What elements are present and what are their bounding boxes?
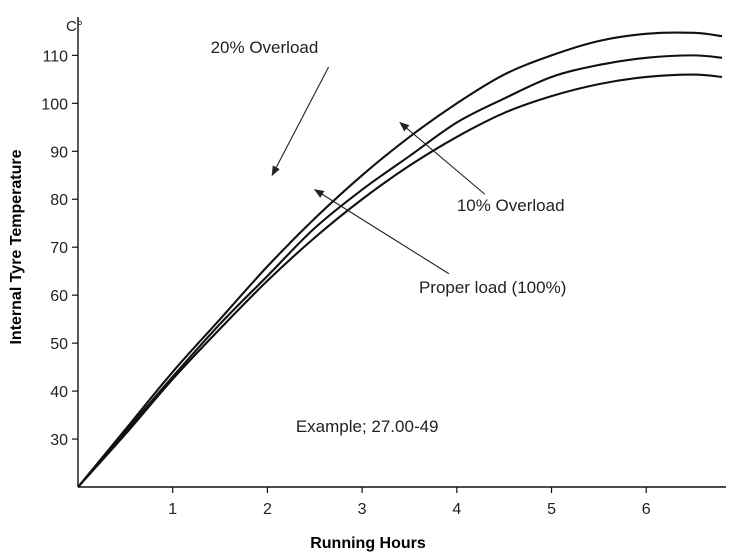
x-tick-label: 2 bbox=[263, 501, 272, 518]
axes: 30 40 50 60 70 80 90 100 110 1 2 3 4 5 6 bbox=[41, 17, 726, 518]
x-tick-label: 5 bbox=[547, 501, 556, 518]
y-tick-label: 50 bbox=[50, 336, 68, 353]
annotation-label: 20% Overload bbox=[211, 38, 319, 57]
series-line-2 bbox=[77, 54, 723, 488]
y-tick-label: 60 bbox=[50, 288, 68, 305]
annotation-arrow bbox=[271, 66, 330, 177]
y-tick-label: 100 bbox=[41, 96, 68, 113]
series-layer bbox=[77, 31, 723, 488]
y-tick-label: 110 bbox=[42, 48, 68, 65]
x-tick-label: 3 bbox=[358, 501, 367, 518]
y-axis-title: Internal Tyre Temperature bbox=[8, 149, 25, 344]
x-tick-label: 4 bbox=[452, 501, 461, 518]
annotation-arrow bbox=[399, 121, 486, 195]
annotation-label: Example; 27.00-49 bbox=[296, 417, 439, 436]
annotation-arrow bbox=[313, 189, 450, 275]
series-line-3 bbox=[77, 73, 723, 488]
y-axis-unit: C° bbox=[66, 18, 83, 35]
annotation-label: Proper load (100%) bbox=[419, 278, 566, 297]
annotation-layer: 20% Overload 10% Overload Proper load (100… bbox=[211, 38, 567, 436]
y-tick-label: 70 bbox=[50, 240, 68, 257]
series-line-1 bbox=[77, 31, 723, 488]
x-axis-title: Running Hours bbox=[310, 535, 426, 552]
y-tick-label: 30 bbox=[50, 432, 68, 449]
y-tick-label: 40 bbox=[50, 384, 68, 401]
x-tick-label: 1 bbox=[168, 501, 177, 518]
annotation-label: 10% Overload bbox=[457, 196, 565, 215]
y-tick-label: 90 bbox=[50, 144, 68, 161]
x-tick-label: 6 bbox=[642, 501, 651, 518]
y-tick-label: 80 bbox=[50, 192, 68, 209]
